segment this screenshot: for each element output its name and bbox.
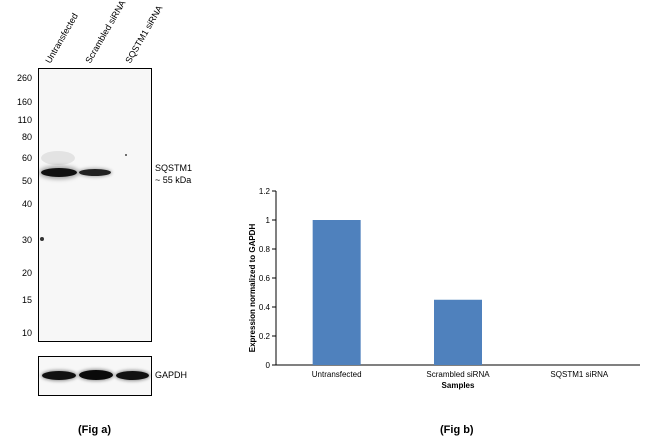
mw-marker: 260 [16,73,32,83]
x-axis-title: Samples [442,381,475,390]
sqstm1-band-untransfected [41,168,77,177]
gapdh-band-untransfected [42,371,76,380]
loading-control-label: GAPDH [155,370,188,380]
mw-marker: 60 [21,153,32,163]
mw-marker: 15 [21,295,32,305]
y-tick-label: 0.4 [259,303,271,312]
x-tick-label: Untransfected [312,370,362,379]
x-tick-label: SQSTM1 siRNA [550,370,608,379]
mw-marker: 80 [21,132,32,142]
fig-a-caption: (Fig a) [78,424,111,436]
mw-marker: 40 [21,199,32,209]
y-tick-label: 0.8 [259,245,271,254]
mw-marker: 160 [16,97,32,107]
blot-speck [40,237,44,241]
fig-b-caption: (Fig b) [440,424,474,436]
mw-marker: 30 [21,235,32,245]
y-tick-label: 1.2 [259,187,271,196]
y-tick-label: 0 [266,361,271,370]
x-tick-label: Scrambled siRNA [426,370,490,379]
target-label: SQSTM1 [155,163,193,173]
blot-main-panel [38,68,152,342]
bar-1 [434,299,482,365]
target-size-label: ~ 55 kDa [155,175,192,185]
sqstm1-band-scrambled [79,169,111,176]
gapdh-band-sqstm1 [116,371,149,380]
mw-marker: 10 [21,328,32,338]
y-tick-label: 0.6 [259,274,271,283]
bar-0 [312,220,361,365]
mw-marker: 50 [21,176,32,186]
mw-marker: 110 [17,115,32,125]
smear-untransfected [41,151,75,165]
y-tick-label: 1 [266,216,271,225]
y-axis-title: Expression normalized to GAPDH [248,224,257,353]
y-tick-label: 0.2 [259,332,271,341]
blot-speck [125,154,127,156]
gapdh-band-scrambled [79,370,113,380]
blot-gapdh-panel [38,356,152,396]
mw-marker: 20 [21,268,32,278]
